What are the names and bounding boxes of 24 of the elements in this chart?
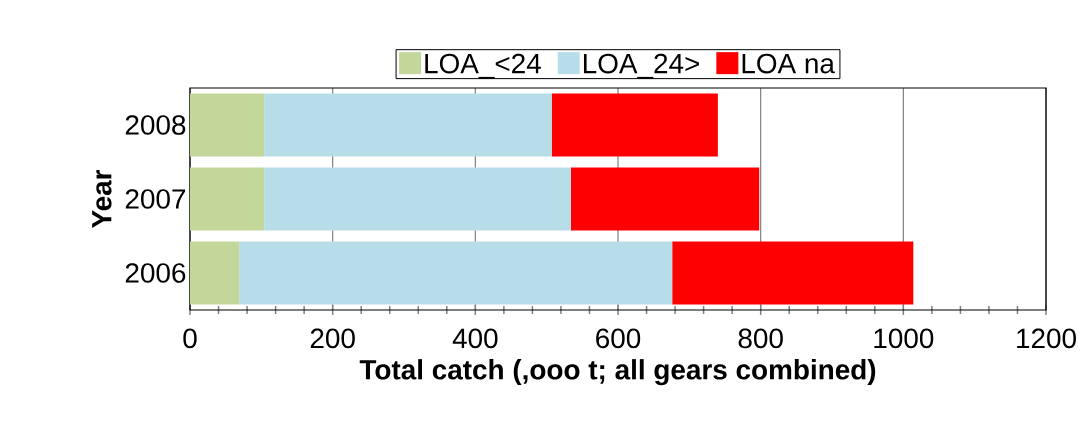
bar <box>570 167 760 231</box>
bar <box>264 93 552 157</box>
x-axis-title: Total catch (,ooo t; all gears combined) <box>359 359 876 386</box>
bar <box>190 93 265 157</box>
x-tick-label: 200 <box>310 328 355 349</box>
y-tick-label: 2006 <box>125 263 186 283</box>
x-tick-label: 1200 <box>1017 328 1076 349</box>
y-tick-label: 2007 <box>125 189 186 209</box>
y-axis-title: Year <box>92 169 112 228</box>
x-tick-label: 800 <box>738 328 783 349</box>
legend-label: LOA_<24 <box>425 53 541 79</box>
y-tick-label: 2008 <box>125 115 186 135</box>
x-tick-label: 0 <box>183 328 197 349</box>
x-tick-label: 1000 <box>874 328 934 349</box>
bar <box>264 167 571 231</box>
bar <box>672 241 914 305</box>
legend-label: LOA na <box>742 53 835 74</box>
bar <box>551 93 718 157</box>
bar <box>190 167 265 231</box>
bar <box>239 241 673 305</box>
bar <box>190 241 240 305</box>
x-tick-label: 400 <box>452 328 498 349</box>
x-tick-label: 600 <box>596 328 641 349</box>
legend-label: LOA_24> <box>583 53 699 79</box>
